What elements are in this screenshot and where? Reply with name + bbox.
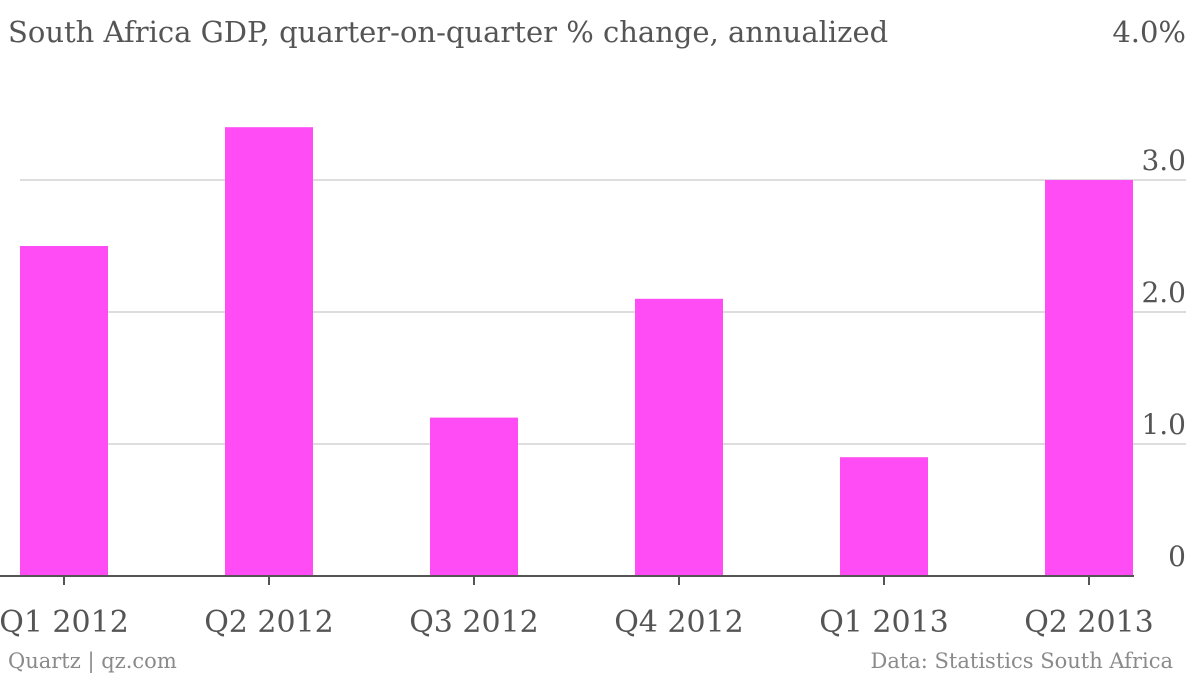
- y-tick-label: 2.0: [1141, 276, 1186, 309]
- y-tick-label: 1.0: [1141, 408, 1186, 441]
- chart-title: South Africa GDP, quarter-on-quarter % c…: [8, 15, 888, 49]
- y-tick-label: 3.0: [1141, 144, 1186, 177]
- x-tick-label: Q2 2012: [204, 605, 334, 640]
- y-axis-tick-labels: 0 1.0 2.0 3.0 4.0%: [1112, 15, 1186, 573]
- x-tick-label: Q2 2013: [1024, 605, 1154, 640]
- source-credit: Quartz | qz.com: [8, 649, 177, 674]
- bar: [840, 457, 928, 576]
- bar: [430, 417, 518, 576]
- gridlines: [20, 179, 1186, 445]
- bar: [20, 246, 108, 576]
- x-tick-label: Q3 2012: [409, 605, 539, 640]
- bar: [1045, 180, 1133, 576]
- data-source: Data: Statistics South Africa: [870, 649, 1173, 673]
- bar: [635, 298, 723, 576]
- x-tick-label: Q1 2013: [819, 605, 949, 640]
- bars: [20, 127, 1133, 576]
- x-axis-tick-labels: Q1 2012 Q2 2012 Q3 2012 Q4 2012 Q1 2013 Q2 20…: [0, 605, 1154, 640]
- x-tick-label: Q1 2012: [0, 605, 129, 640]
- bar: [225, 127, 313, 576]
- x-axis: [0, 575, 1134, 585]
- y-tick-label: 4.0%: [1112, 15, 1186, 49]
- y-tick-label: 0: [1168, 540, 1186, 573]
- x-tick-label: Q4 2012: [614, 605, 744, 640]
